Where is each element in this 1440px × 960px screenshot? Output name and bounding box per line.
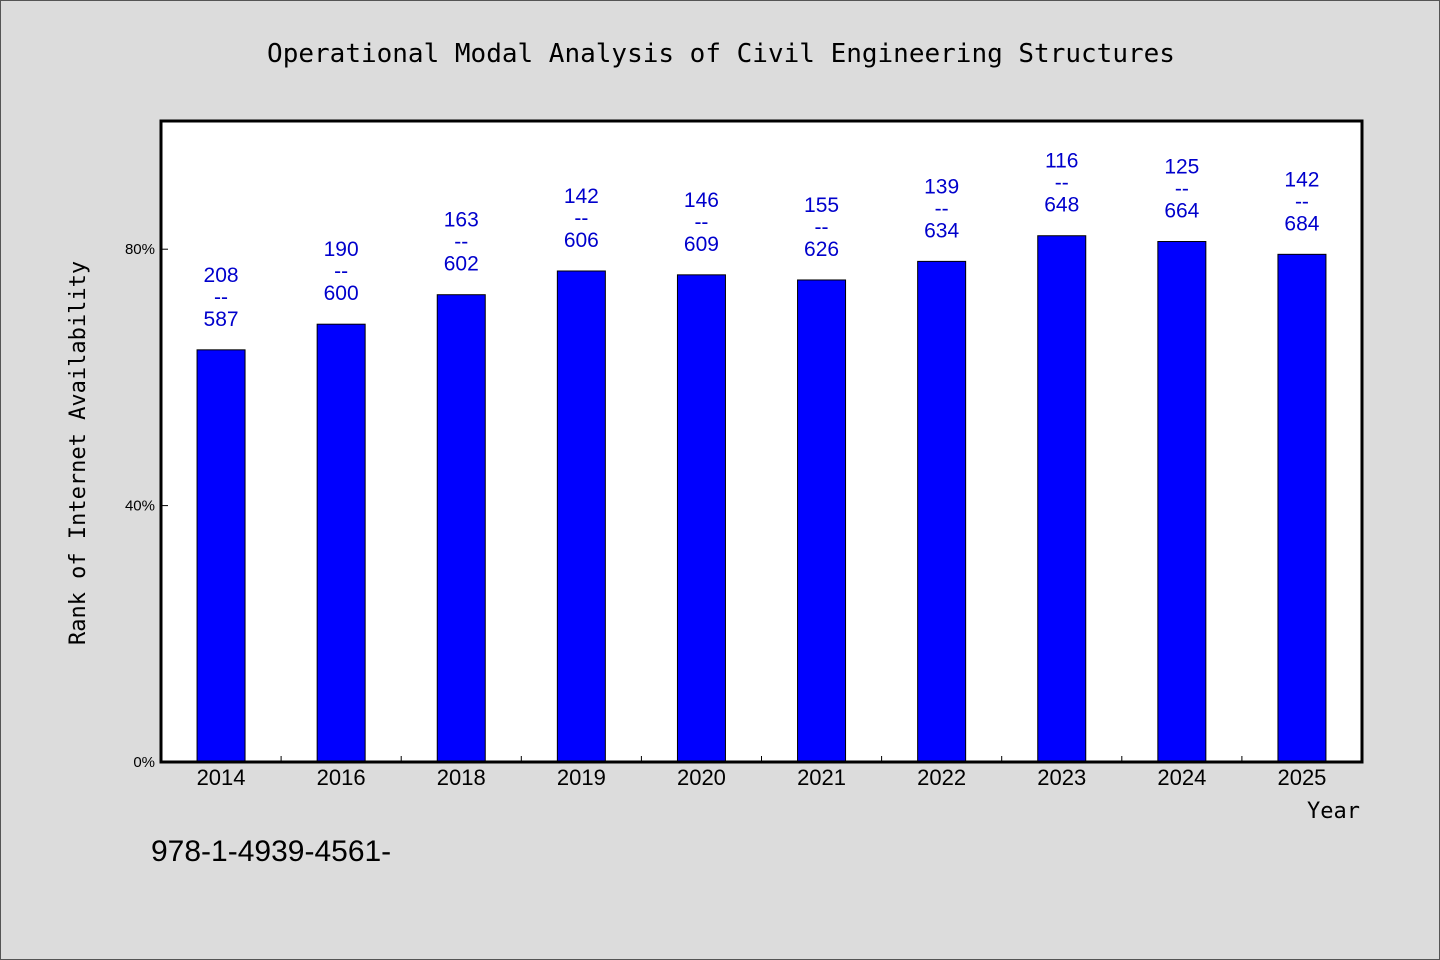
x-tick-label-2016: 2016 xyxy=(317,765,366,790)
x-axis-label: Year xyxy=(1307,799,1360,824)
data-label-2019-top: 142 xyxy=(564,185,599,208)
data-label-2024-bottom: 664 xyxy=(1164,200,1199,223)
data-label-2019-sep: -- xyxy=(574,207,588,230)
data-label-2022-sep: -- xyxy=(935,197,949,220)
data-label-2025-bottom: 684 xyxy=(1284,212,1319,235)
data-label-2025-sep: -- xyxy=(1295,190,1309,213)
data-label-2023-top: 116 xyxy=(1045,150,1078,173)
data-label-2022-bottom: 634 xyxy=(924,219,959,242)
data-label-2022-top: 139 xyxy=(924,175,959,198)
data-label-2016-bottom: 600 xyxy=(324,282,359,305)
bar-2016 xyxy=(316,323,366,763)
data-label-2023-sep: -- xyxy=(1055,172,1069,195)
bars-group xyxy=(196,235,1327,763)
x-tick-label-2025: 2025 xyxy=(1277,765,1326,790)
bar-2021 xyxy=(797,279,847,763)
x-tick-label-2018: 2018 xyxy=(437,765,486,790)
data-label-2019-bottom: 606 xyxy=(564,229,599,252)
data-label-2018-top: 163 xyxy=(444,209,479,232)
x-tick-label-2019: 2019 xyxy=(557,765,606,790)
x-tick-label-2023: 2023 xyxy=(1037,765,1086,790)
data-label-2014-sep: -- xyxy=(214,286,228,309)
x-tick-label-2020: 2020 xyxy=(677,765,726,790)
data-label-2018-bottom: 602 xyxy=(444,253,479,276)
x-tick-label-2024: 2024 xyxy=(1157,765,1206,790)
bar-2019 xyxy=(556,270,606,763)
x-tick-label-2014: 2014 xyxy=(197,765,246,790)
x-tick-label-2022: 2022 xyxy=(917,765,966,790)
chart-title: Operational Modal Analysis of Civil Engi… xyxy=(267,39,1175,69)
isbn-text: 978-1-4939-4561- xyxy=(151,835,392,868)
y-tick-label: 0% xyxy=(133,754,155,771)
bar-2025 xyxy=(1277,253,1327,763)
data-label-2023-bottom: 648 xyxy=(1044,194,1079,217)
data-label-2016-top: 190 xyxy=(324,238,359,261)
y-tick-label: 80% xyxy=(125,241,155,258)
bar-2024 xyxy=(1157,241,1207,763)
data-label-2021-sep: -- xyxy=(815,216,829,239)
data-label-2021-bottom: 626 xyxy=(804,238,839,261)
data-label-2020-bottom: 609 xyxy=(684,233,719,256)
ticks-group: 2014 2016 2018 2019 2020 2021 2022 2023 2024 2025… xyxy=(125,241,1326,790)
data-label-2024-top: 125 xyxy=(1164,156,1199,179)
bar-2020 xyxy=(676,274,726,763)
data-label-2016-sep: -- xyxy=(334,260,348,283)
bar-2023 xyxy=(1037,235,1087,763)
data-labels-group: 208--587190--600163--602142--606146--609… xyxy=(204,150,1320,331)
data-label-2024-sep: -- xyxy=(1175,178,1189,201)
y-tick-label: 40% xyxy=(125,498,155,515)
bar-2018 xyxy=(436,294,486,763)
bar-2014 xyxy=(196,349,246,763)
data-label-2020-top: 146 xyxy=(684,189,719,212)
data-label-2018-sep: -- xyxy=(454,231,468,254)
y-axis-label: Rank of Internet Availability xyxy=(66,261,91,645)
data-label-2020-sep: -- xyxy=(694,211,708,234)
data-label-2021-top: 155 xyxy=(804,194,839,217)
bar-2022 xyxy=(917,260,967,763)
data-label-2014-top: 208 xyxy=(204,264,239,287)
data-label-2014-bottom: 587 xyxy=(204,308,239,331)
x-tick-label-2021: 2021 xyxy=(797,765,846,790)
data-label-2025-top: 142 xyxy=(1284,168,1319,191)
plot-frame xyxy=(159,119,1364,764)
